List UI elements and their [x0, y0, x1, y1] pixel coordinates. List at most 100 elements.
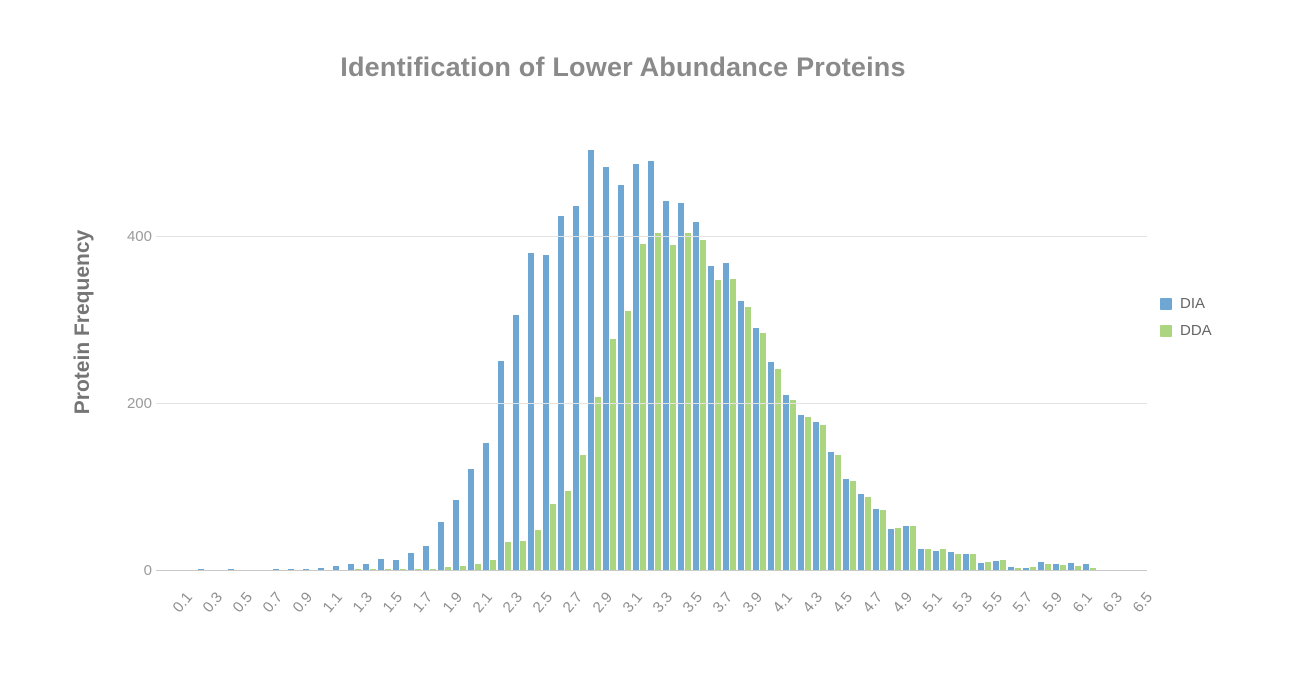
bar-dda-1.9 — [445, 566, 452, 571]
bar-dda-6.2 — [1090, 567, 1097, 571]
legend-item-dda[interactable]: DDA — [1160, 322, 1212, 339]
bin-5.1 — [917, 150, 932, 571]
bar-dda-2.2 — [490, 560, 497, 571]
x-tick-label-5.1: 5.1 — [919, 589, 946, 616]
bars-container — [167, 150, 1142, 571]
bar-dia-2.0 — [452, 500, 459, 571]
bin-3.9 — [737, 150, 752, 571]
bar-dia-3.9 — [737, 301, 744, 571]
bar-dia-5.1 — [917, 549, 924, 571]
bin-2.1 — [467, 150, 482, 571]
bar-dda-5.4 — [970, 553, 977, 571]
bar-dia-2.9 — [587, 150, 594, 571]
bar-dda-2.9 — [595, 396, 602, 571]
bar-dia-4.3 — [797, 414, 804, 571]
bin-1.8 — [422, 150, 437, 571]
bin-5.9 — [1037, 150, 1052, 571]
bin-2.3 — [497, 150, 512, 571]
bar-dia-3.8 — [722, 262, 729, 571]
bar-dia-2.3 — [497, 361, 504, 571]
bar-dda-4.8 — [880, 510, 887, 571]
bin-5.8 — [1022, 150, 1037, 571]
bin-2.9 — [587, 150, 602, 571]
bin-5.4 — [962, 150, 977, 571]
x-axis-line — [156, 570, 1147, 571]
y-tick-label-400: 400 — [126, 228, 152, 245]
bin-1.2 — [332, 150, 347, 571]
bin-6.3 — [1097, 150, 1112, 571]
x-tick-label-3.7: 3.7 — [709, 589, 736, 616]
x-tick-label-4.3: 4.3 — [799, 589, 826, 616]
x-tick-label-0.1: 0.1 — [169, 589, 196, 616]
bar-dda-2.8 — [580, 454, 587, 571]
bar-dda-5.7 — [1015, 567, 1022, 571]
bin-3.1 — [617, 150, 632, 571]
bar-dda-2.5 — [535, 530, 542, 571]
bar-dda-2.1 — [475, 564, 482, 571]
bar-dda-3.5 — [685, 232, 692, 571]
bar-dda-5.9 — [1045, 563, 1052, 571]
bar-dia-6.1 — [1067, 562, 1074, 571]
bin-1.4 — [362, 150, 377, 571]
bar-dia-5.6 — [992, 561, 999, 571]
chart-title: Identification of Lower Abundance Protei… — [340, 52, 906, 82]
bar-dia-4.2 — [782, 394, 789, 571]
x-tick-label-6.3: 6.3 — [1099, 589, 1126, 616]
bin-6.4 — [1112, 150, 1127, 571]
bar-dia-6.0 — [1052, 563, 1059, 571]
bar-dia-4.7 — [857, 494, 864, 571]
bin-2.0 — [452, 150, 467, 571]
legend-swatch-dda — [1160, 324, 1172, 337]
bar-dia-1.8 — [422, 546, 429, 571]
bar-dia-1.3 — [347, 564, 354, 571]
bar-dia-3.5 — [677, 202, 684, 571]
bar-dia-5.3 — [947, 551, 954, 571]
legend: DIA DDA — [1160, 295, 1212, 349]
x-tick-label-1.7: 1.7 — [409, 589, 436, 616]
bar-dia-5.2 — [932, 551, 939, 571]
bar-dia-4.1 — [767, 362, 774, 571]
y-axis-title: Protein Frequency — [71, 229, 94, 415]
x-tick-label-6.1: 6.1 — [1069, 589, 1096, 616]
x-tick-label-2.1: 2.1 — [469, 589, 496, 616]
bar-dia-3.2 — [632, 164, 639, 571]
bar-dia-4.0 — [752, 328, 759, 571]
legend-label-dda: DDA — [1180, 322, 1212, 339]
bin-3.7 — [707, 150, 722, 571]
bin-2.4 — [512, 150, 527, 571]
x-tick-label-4.9: 4.9 — [889, 589, 916, 616]
bar-dia-5.5 — [977, 562, 984, 571]
gridline-200 — [156, 403, 1147, 404]
bin-2.8 — [572, 150, 587, 571]
bin-1.0 — [302, 150, 317, 571]
bar-dda-5.8 — [1030, 566, 1037, 571]
bar-dia-3.4 — [662, 201, 669, 571]
x-tick-label-2.9: 2.9 — [589, 589, 616, 616]
bin-4.6 — [842, 150, 857, 571]
bin-6.1 — [1067, 150, 1082, 571]
bar-dia-1.4 — [362, 563, 369, 571]
bin-4.5 — [827, 150, 842, 571]
bin-1.3 — [347, 150, 362, 571]
bin-4.9 — [887, 150, 902, 571]
x-tick-label-5.7: 5.7 — [1009, 589, 1036, 616]
bin-5.5 — [977, 150, 992, 571]
legend-item-dia[interactable]: DIA — [1160, 295, 1212, 312]
bar-dda-5.1 — [925, 548, 932, 571]
bin-1.6 — [392, 150, 407, 571]
bar-dia-4.8 — [872, 509, 879, 571]
bar-dda-3.8 — [730, 278, 737, 571]
x-tick-label-6.5: 6.5 — [1129, 589, 1156, 616]
bar-dia-5.4 — [962, 554, 969, 571]
x-tick-label-0.3: 0.3 — [199, 589, 226, 616]
x-tick-label-1.1: 1.1 — [319, 589, 346, 616]
x-tick-label-0.9: 0.9 — [289, 589, 316, 616]
bar-dia-3.6 — [692, 222, 699, 571]
x-tick-label-4.5: 4.5 — [829, 589, 856, 616]
bar-dda-4.0 — [760, 333, 767, 571]
bin-4.0 — [752, 150, 767, 571]
bar-dda-3.3 — [655, 232, 662, 571]
bar-dda-4.1 — [775, 368, 782, 571]
bar-dia-2.8 — [572, 206, 579, 571]
